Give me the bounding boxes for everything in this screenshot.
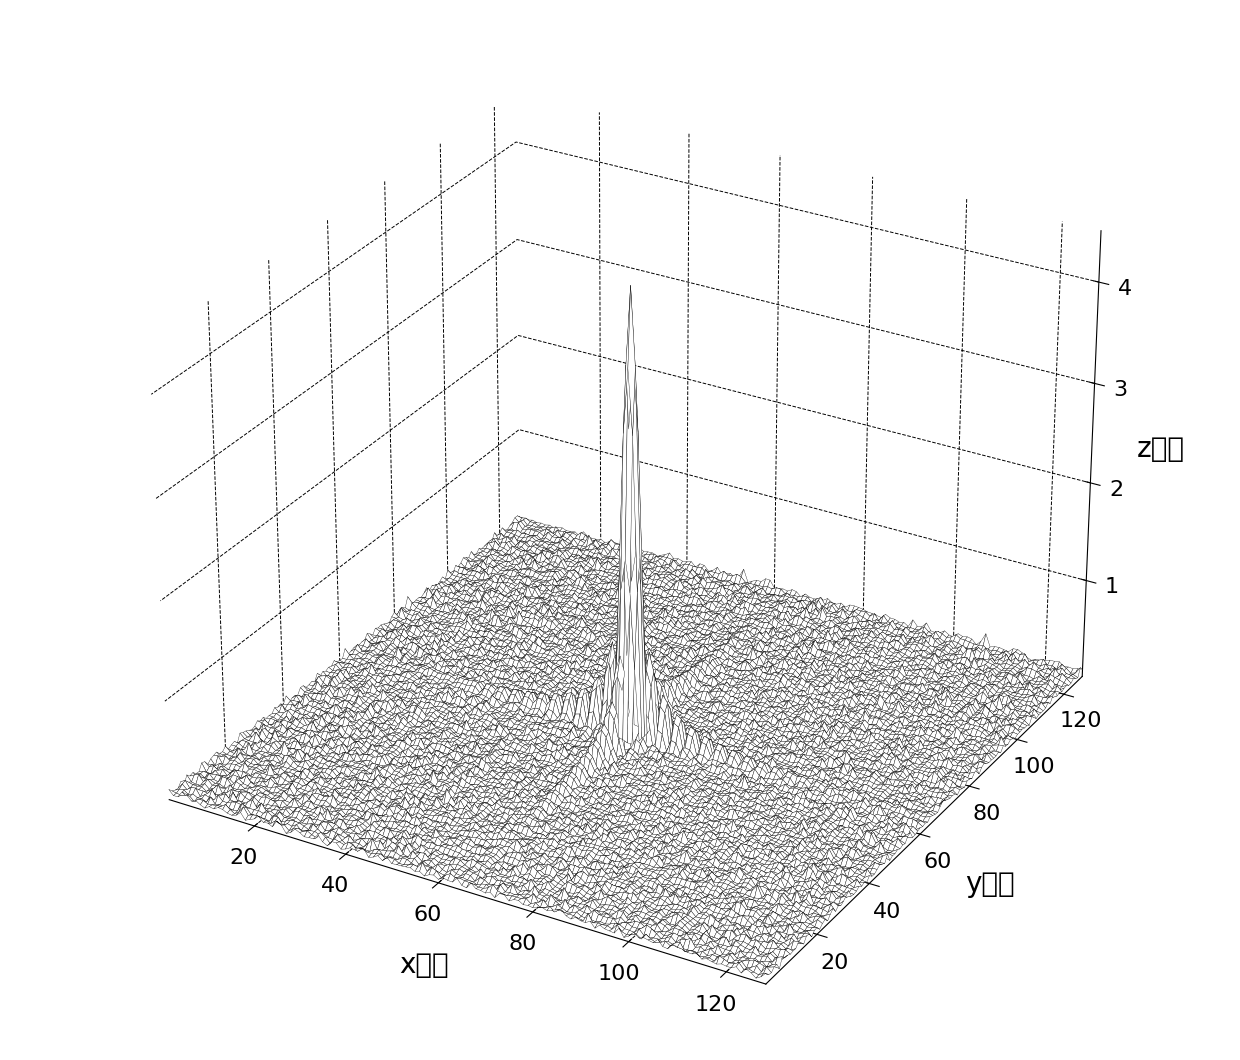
Y-axis label: y方向: y方向 xyxy=(965,870,1014,898)
X-axis label: x方向: x方向 xyxy=(399,951,449,979)
